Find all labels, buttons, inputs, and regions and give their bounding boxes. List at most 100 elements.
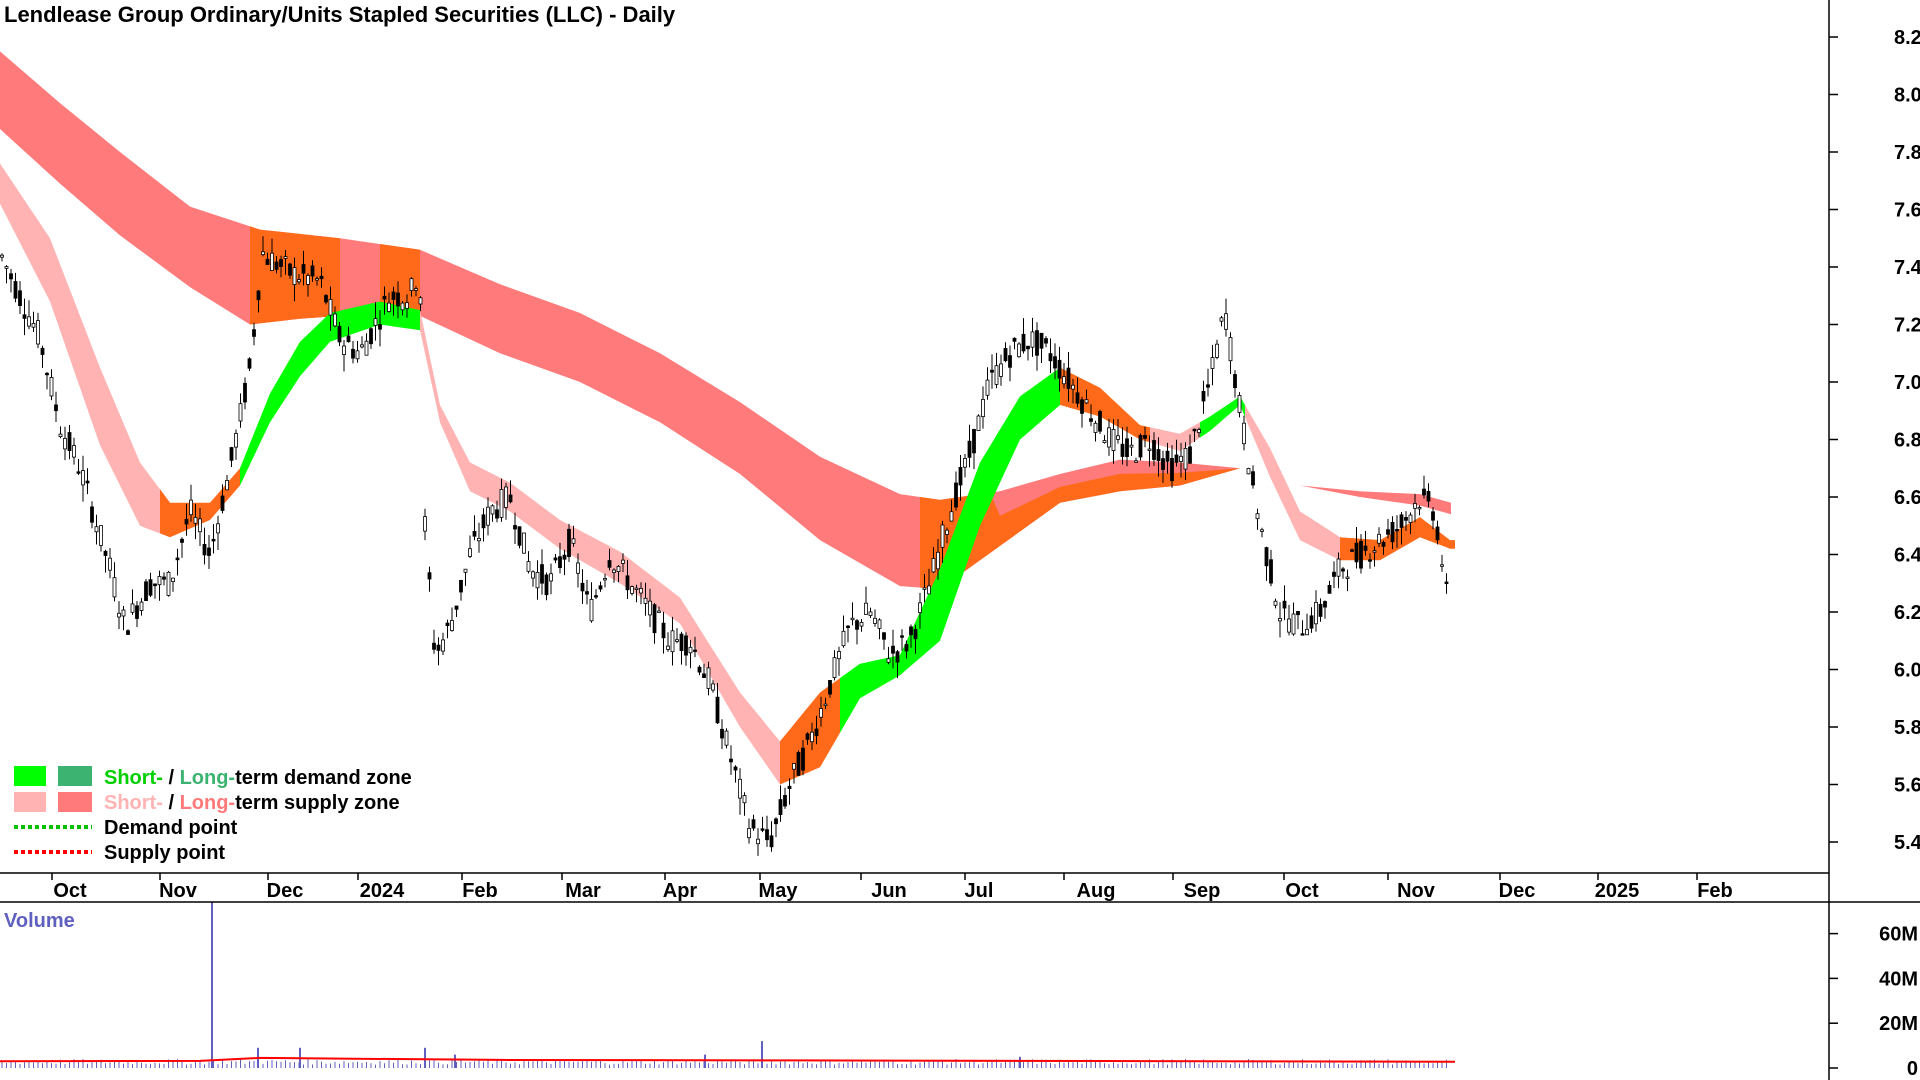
candle bbox=[1152, 432, 1156, 466]
candle bbox=[756, 828, 760, 856]
time-tick-label: Nov bbox=[1397, 880, 1436, 902]
candle bbox=[1431, 507, 1435, 530]
candle bbox=[621, 553, 625, 573]
candle bbox=[1030, 317, 1035, 357]
candle bbox=[517, 526, 522, 549]
candle bbox=[868, 607, 873, 618]
candle bbox=[706, 661, 711, 696]
candle bbox=[166, 570, 171, 597]
candle bbox=[1098, 409, 1102, 434]
candle bbox=[144, 579, 148, 601]
candle bbox=[810, 722, 814, 751]
candle bbox=[1228, 332, 1233, 374]
candle bbox=[526, 551, 531, 574]
candle bbox=[49, 369, 54, 401]
candle bbox=[1264, 546, 1269, 581]
volume-tick-label: 20M bbox=[1879, 1013, 1918, 1035]
candle bbox=[630, 585, 634, 596]
legend-swatch-short-supply bbox=[14, 792, 46, 812]
candle bbox=[297, 274, 301, 285]
candle bbox=[76, 459, 81, 475]
candle bbox=[247, 357, 252, 371]
price-tick-label: 8.2 bbox=[1894, 27, 1920, 49]
candle bbox=[1368, 553, 1372, 569]
candle bbox=[859, 619, 864, 632]
candle bbox=[108, 548, 112, 579]
candle bbox=[175, 548, 180, 576]
candle bbox=[1143, 426, 1147, 448]
price-tick-label: 6.8 bbox=[1894, 430, 1920, 452]
candle bbox=[342, 340, 346, 372]
candle bbox=[981, 386, 985, 429]
candle bbox=[207, 535, 211, 569]
candle bbox=[1251, 465, 1255, 489]
price-tick-label: 6.0 bbox=[1894, 660, 1920, 682]
candle bbox=[949, 499, 954, 522]
price-tick-label: 7.2 bbox=[1894, 315, 1920, 337]
candle bbox=[1183, 442, 1188, 481]
candle bbox=[652, 603, 657, 644]
candle bbox=[1035, 322, 1039, 371]
candle bbox=[918, 592, 922, 629]
candle bbox=[1246, 467, 1251, 475]
candle bbox=[63, 426, 67, 461]
candle bbox=[715, 683, 720, 724]
candle bbox=[454, 605, 459, 617]
candle bbox=[769, 821, 774, 852]
candle bbox=[346, 326, 351, 343]
candle bbox=[882, 632, 886, 650]
candle bbox=[90, 501, 94, 529]
candle bbox=[1066, 352, 1071, 402]
candle bbox=[1192, 428, 1197, 442]
candle bbox=[967, 424, 972, 468]
candle bbox=[1206, 368, 1210, 397]
candle bbox=[963, 454, 967, 478]
candle bbox=[1291, 602, 1296, 636]
volume-tick-label: 60M bbox=[1879, 924, 1918, 946]
candle bbox=[589, 582, 594, 623]
price-tick-label: 7.0 bbox=[1894, 372, 1920, 394]
candle bbox=[1197, 427, 1201, 438]
candle bbox=[1080, 396, 1084, 428]
price-tick-label: 7.8 bbox=[1894, 142, 1920, 164]
candle bbox=[576, 553, 580, 588]
candle bbox=[787, 778, 792, 805]
candle bbox=[391, 286, 396, 316]
candle bbox=[369, 327, 373, 349]
candle bbox=[418, 296, 423, 312]
candle bbox=[823, 697, 828, 709]
candle bbox=[720, 719, 724, 750]
legend-item-supply-point: Supply point bbox=[104, 842, 225, 864]
candle bbox=[837, 646, 841, 676]
candle bbox=[558, 542, 562, 574]
candle bbox=[193, 503, 198, 540]
candle bbox=[445, 619, 450, 639]
candle bbox=[922, 574, 927, 603]
candle bbox=[553, 554, 558, 564]
legend: Short- / Long-term demand zone Short- / … bbox=[14, 766, 412, 864]
candle bbox=[274, 256, 279, 274]
candle bbox=[909, 624, 913, 648]
short-term-zone-0 bbox=[0, 163, 170, 538]
candle bbox=[778, 785, 783, 822]
candle bbox=[405, 294, 409, 318]
candle bbox=[472, 515, 477, 541]
candle bbox=[1107, 418, 1111, 456]
candle bbox=[954, 471, 958, 511]
candle bbox=[490, 504, 495, 522]
candle bbox=[202, 527, 207, 565]
volume-axis: 0 20M 40M 60M bbox=[1829, 924, 1918, 1080]
candle bbox=[873, 609, 877, 627]
candle bbox=[927, 568, 931, 595]
candle bbox=[792, 762, 796, 784]
candle bbox=[94, 514, 99, 545]
candle bbox=[72, 437, 76, 465]
candle bbox=[1170, 445, 1174, 488]
candle bbox=[103, 549, 108, 573]
candle bbox=[130, 589, 135, 615]
candlesticks bbox=[0, 236, 1449, 856]
time-tick-label: Jul bbox=[965, 880, 994, 902]
candle bbox=[81, 455, 85, 502]
candle bbox=[139, 598, 144, 616]
candle bbox=[841, 615, 846, 648]
